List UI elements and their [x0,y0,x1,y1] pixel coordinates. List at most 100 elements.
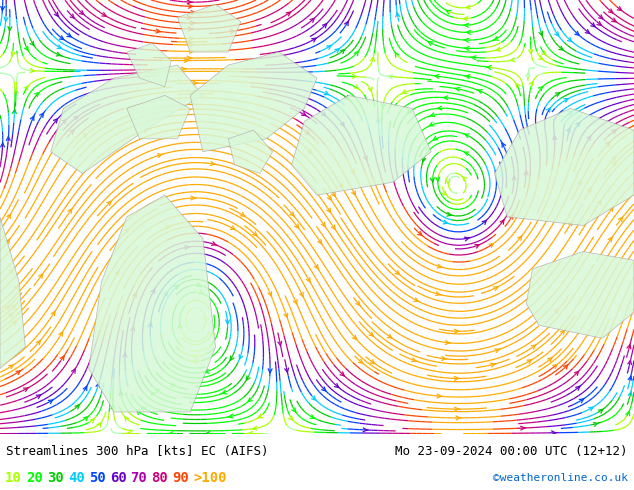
FancyArrowPatch shape [193,92,198,96]
FancyArrowPatch shape [591,23,595,27]
FancyArrowPatch shape [248,398,252,402]
FancyArrowPatch shape [465,152,469,156]
FancyArrowPatch shape [153,71,158,74]
FancyArrowPatch shape [475,245,479,248]
FancyArrowPatch shape [597,200,601,205]
FancyArrowPatch shape [294,299,297,304]
FancyArrowPatch shape [491,363,496,367]
FancyArrowPatch shape [192,360,197,364]
FancyArrowPatch shape [437,264,443,268]
FancyArrowPatch shape [53,119,58,123]
FancyArrowPatch shape [553,136,557,140]
FancyArrowPatch shape [323,24,327,28]
FancyArrowPatch shape [212,242,217,245]
FancyArrowPatch shape [48,400,53,404]
FancyArrowPatch shape [368,87,372,92]
FancyArrowPatch shape [436,177,439,181]
FancyArrowPatch shape [14,89,18,93]
FancyArrowPatch shape [300,292,303,296]
FancyArrowPatch shape [335,49,339,53]
FancyArrowPatch shape [369,332,373,336]
FancyArrowPatch shape [612,162,616,166]
FancyArrowPatch shape [559,46,563,50]
FancyArrowPatch shape [418,231,422,235]
FancyArrowPatch shape [84,416,88,421]
FancyArrowPatch shape [396,13,399,17]
FancyArrowPatch shape [529,49,533,54]
FancyArrowPatch shape [7,214,11,219]
FancyArrowPatch shape [351,170,354,174]
FancyArrowPatch shape [465,30,470,34]
FancyArrowPatch shape [521,426,526,430]
FancyArrowPatch shape [57,45,61,49]
FancyArrowPatch shape [107,201,111,205]
FancyArrowPatch shape [188,4,193,8]
FancyArrowPatch shape [192,355,197,359]
FancyArrowPatch shape [156,29,161,33]
Text: Streamlines 300 hPa [kts] EC (AIFS): Streamlines 300 hPa [kts] EC (AIFS) [6,445,269,458]
FancyArrowPatch shape [324,91,328,95]
FancyArrowPatch shape [193,81,198,85]
FancyArrowPatch shape [597,22,601,25]
FancyArrowPatch shape [8,26,12,30]
FancyArrowPatch shape [411,358,417,362]
FancyArrowPatch shape [36,395,41,399]
FancyArrowPatch shape [430,178,434,182]
FancyArrowPatch shape [231,226,235,230]
FancyArrowPatch shape [188,27,193,31]
FancyArrowPatch shape [353,74,358,78]
FancyArrowPatch shape [612,130,616,134]
FancyArrowPatch shape [292,408,295,412]
FancyArrowPatch shape [524,171,528,175]
FancyArrowPatch shape [518,236,522,240]
FancyArrowPatch shape [429,113,435,117]
FancyArrowPatch shape [125,417,129,421]
FancyArrowPatch shape [482,220,486,224]
FancyArrowPatch shape [463,134,469,138]
FancyArrowPatch shape [526,73,530,77]
FancyArrowPatch shape [388,75,392,79]
FancyArrowPatch shape [75,405,79,409]
FancyArrowPatch shape [30,41,34,46]
FancyArrowPatch shape [358,359,363,363]
FancyArrowPatch shape [67,33,71,37]
FancyArrowPatch shape [609,207,613,211]
FancyArrowPatch shape [387,334,392,338]
FancyArrowPatch shape [247,432,252,436]
FancyArrowPatch shape [340,122,344,126]
FancyArrowPatch shape [538,87,543,91]
FancyArrowPatch shape [455,407,460,411]
FancyArrowPatch shape [414,298,418,301]
FancyArrowPatch shape [353,335,356,340]
FancyArrowPatch shape [576,386,580,390]
FancyArrowPatch shape [284,313,288,318]
FancyArrowPatch shape [354,51,358,56]
FancyArrowPatch shape [268,292,271,296]
FancyArrowPatch shape [321,222,325,226]
FancyArrowPatch shape [352,191,355,195]
FancyArrowPatch shape [174,286,178,290]
Polygon shape [228,130,273,173]
FancyArrowPatch shape [190,37,195,41]
FancyArrowPatch shape [83,386,87,391]
FancyArrowPatch shape [465,5,470,9]
FancyArrowPatch shape [608,238,612,242]
FancyArrowPatch shape [79,10,84,15]
FancyArrowPatch shape [11,51,15,56]
FancyArrowPatch shape [230,356,234,360]
FancyArrowPatch shape [434,74,439,78]
FancyArrowPatch shape [1,143,4,147]
FancyArrowPatch shape [6,137,10,141]
FancyArrowPatch shape [477,90,482,93]
FancyArrowPatch shape [495,48,500,51]
FancyArrowPatch shape [83,134,87,138]
FancyArrowPatch shape [628,360,631,365]
FancyArrowPatch shape [187,56,192,60]
FancyArrowPatch shape [168,432,173,436]
FancyArrowPatch shape [96,383,100,388]
FancyArrowPatch shape [70,14,74,18]
FancyArrowPatch shape [246,376,250,380]
FancyArrowPatch shape [587,188,591,193]
FancyArrowPatch shape [335,384,339,388]
FancyArrowPatch shape [184,59,189,62]
